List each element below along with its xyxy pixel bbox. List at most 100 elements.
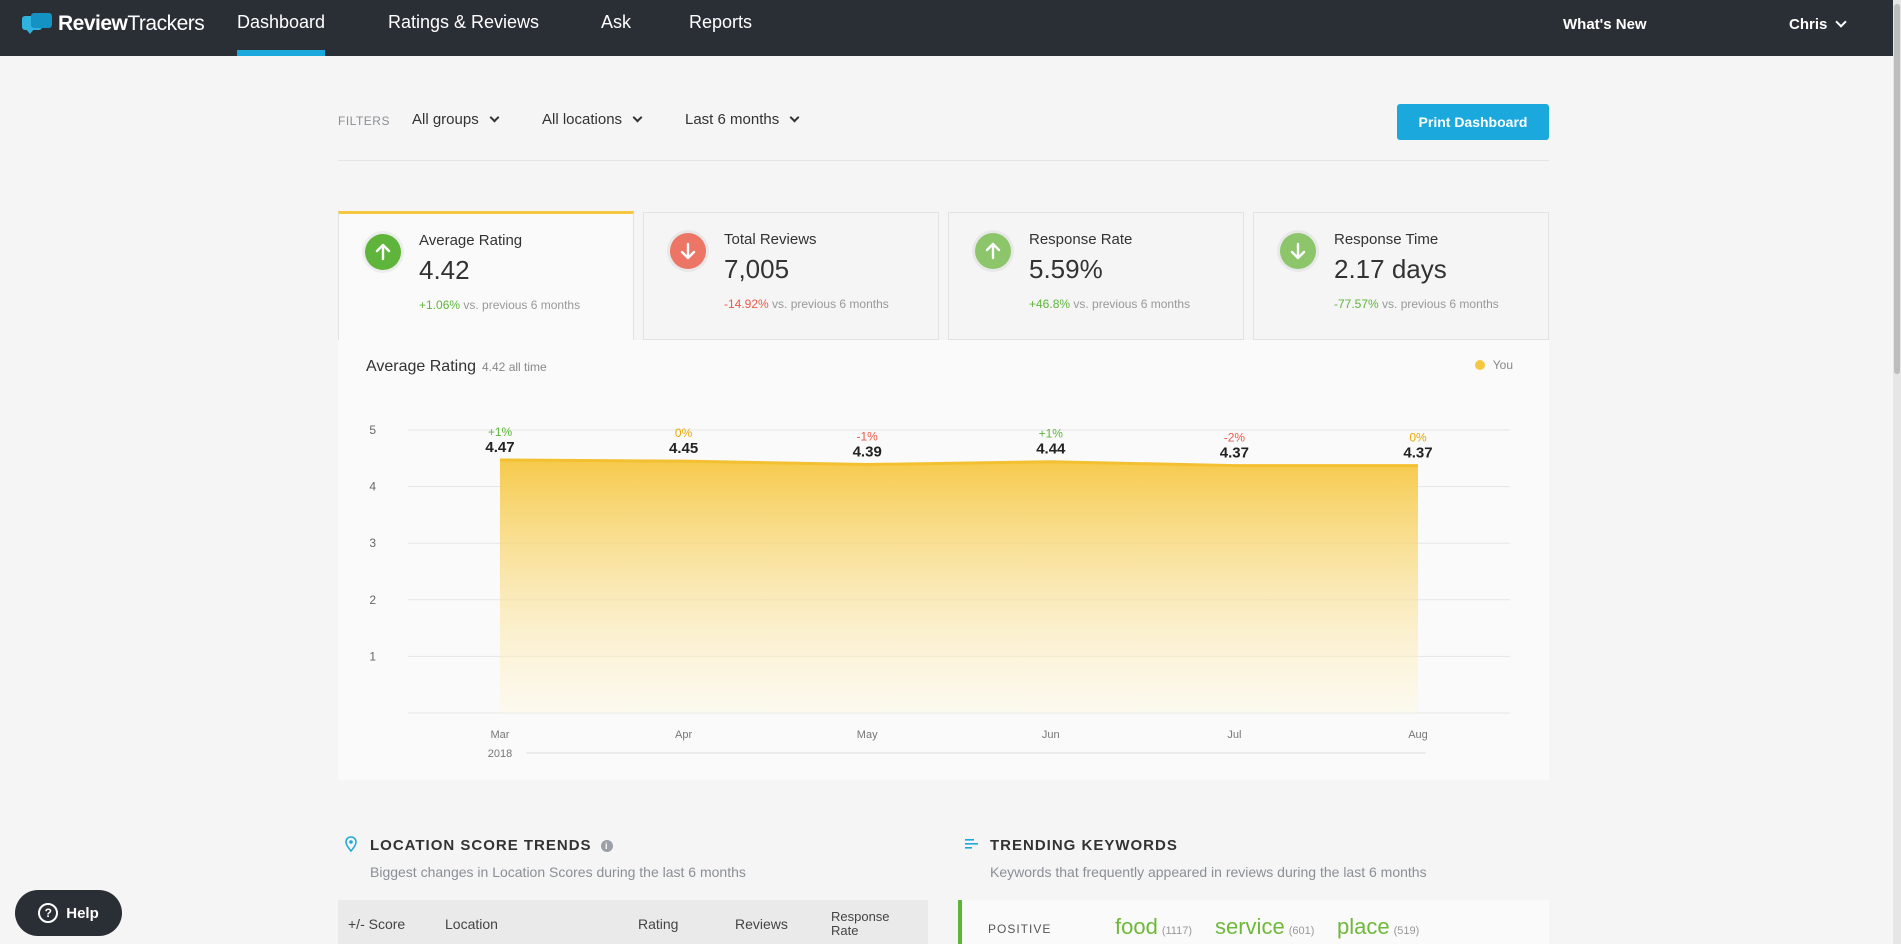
x-tick-label: Aug [1408,729,1428,741]
data-label: 4.37 [1403,445,1432,462]
legend-dot-icon [1474,360,1485,370]
print-dashboard-button[interactable]: Print Dashboard [1397,104,1549,140]
x-tick-label: Jun [1042,729,1060,741]
chart-title-text: Average Rating [366,358,476,375]
filter-locations-dropdown[interactable]: All locations [542,111,643,128]
question-icon: ? [38,903,59,923]
keyword-item[interactable]: food (1117) [1115,914,1192,940]
nav-tab-dashboard[interactable]: Dashboard [237,12,326,56]
change-label: 0% [675,426,693,440]
chevron-down-icon [632,112,643,123]
kpi-change-suffix: vs. previous 6 months [463,298,581,312]
kpi-change-percent: +46.8% [1029,297,1071,311]
page-scrollbar[interactable] [1893,0,1901,944]
arrow-down-icon [1280,233,1316,269]
kpi-change-percent: -14.92% [724,297,769,311]
y-tick-label: 4 [369,480,376,494]
line-series-you [499,458,1418,468]
data-label: 4.47 [485,439,514,456]
kpi-change-percent: +1.06% [419,298,461,312]
user-name: Chris [1789,16,1828,33]
keyword-count: (1117) [1161,925,1192,937]
filter-locations-value: All locations [542,111,623,128]
chart-legend[interactable]: You [1474,358,1513,372]
area-series-you [500,459,1418,713]
change-label: -1% [857,430,879,444]
filters-divider [338,160,1549,161]
kpi-change: +1.06% vs. previous 6 months [419,298,580,312]
logo-text: ReviewTrackers [58,12,205,35]
x-tick-label: Jul [1227,729,1241,741]
kpi-card-average-rating[interactable]: Average Rating 4.42 +1.06% vs. previous … [338,211,634,341]
filter-groups-value: All groups [412,111,479,128]
chevron-down-icon [1835,16,1848,28]
scrollbar-thumb[interactable] [1894,4,1900,374]
kpi-card-response-rate[interactable]: Response Rate 5.59% +46.8% vs. previous … [948,212,1244,340]
chevron-down-icon [489,112,500,123]
kpi-change: -77.57% vs. previous 6 months [1334,297,1499,311]
change-label: 0% [1409,431,1427,445]
column-header-score[interactable]: +/- Score [348,916,406,932]
kpi-card-total-reviews[interactable]: Total Reviews 7,005 -14.92% vs. previous… [643,212,939,340]
data-label: 4.39 [853,444,882,461]
positive-keywords-panel: POSITIVE food (1117) service (601) place (5… [958,900,1549,944]
location-table-header: +/- Score Location Rating Reviews Respon… [338,900,928,944]
change-label: -2% [1224,431,1246,445]
column-header-location[interactable]: Location [445,916,498,932]
chart-subtitle: 4.42 all time [482,360,547,374]
filter-period-value: Last 6 months [685,111,780,128]
help-label: Help [66,904,99,922]
keyword-item[interactable]: service (601) [1215,914,1314,940]
data-label: 4.45 [669,440,698,457]
kpi-change-percent: -77.57% [1334,297,1379,311]
x-tick-label: Mar [491,729,510,741]
x-tick-label: May [857,729,878,741]
location-score-trends-subtitle: Biggest changes in Location Scores durin… [370,864,746,880]
data-label: 4.44 [1036,441,1066,458]
keyword-item[interactable]: place (519) [1337,914,1419,940]
filter-groups-dropdown[interactable]: All groups [412,111,500,128]
arrow-up-icon [365,234,401,270]
location-score-trends-heading: LOCATION SCORE TRENDS [370,837,592,854]
year-label: 2018 [488,748,512,760]
reviewtrackers-logo[interactable]: ReviewTrackers [22,12,205,36]
trending-keywords-subtitle: Keywords that frequently appeared in rev… [990,864,1427,880]
keyword-count: (601) [1288,925,1315,937]
y-tick-label: 5 [369,423,376,437]
column-header-rating[interactable]: Rating [638,916,679,932]
kpi-change-suffix: vs. previous 6 months [1382,297,1499,311]
help-button[interactable]: ? Help [15,890,122,936]
change-label: +1% [1039,427,1064,441]
text-lines-icon [965,839,978,849]
nav-tab-ratings-reviews[interactable]: Ratings & Reviews [388,12,540,32]
keyword-word: place [1337,914,1390,939]
keyword-count: (519) [1393,925,1420,937]
whats-new-link[interactable]: What's New [1563,16,1647,33]
y-tick-label: 2 [369,593,376,607]
kpi-label: Response Time [1334,231,1439,248]
info-icon[interactable]: i [600,840,613,852]
chart-title: Average Rating 4.42 all time [366,358,547,376]
filters-label: FILTERS [338,114,390,128]
positive-keywords-label: POSITIVE [988,922,1052,936]
column-header-response-rate[interactable]: Response Rate [831,909,890,938]
y-tick-label: 1 [369,649,376,663]
nav-tab-reports[interactable]: Reports [689,12,753,32]
kpi-label: Average Rating [419,232,523,249]
kpi-label: Response Rate [1029,231,1133,248]
kpi-change-suffix: vs. previous 6 months [1073,297,1191,311]
user-menu[interactable]: Chris [1789,16,1848,33]
kpi-value: 4.42 [419,255,470,285]
kpi-card-response-time[interactable]: Response Time 2.17 days -77.57% vs. prev… [1253,212,1549,340]
kpi-change: -14.92% vs. previous 6 months [724,297,889,311]
keyword-word: service [1215,914,1285,939]
kpi-label: Total Reviews [724,231,817,248]
x-tick-label: Apr [675,729,692,741]
kpi-change-suffix: vs. previous 6 months [772,297,889,311]
chevron-down-icon [789,112,800,123]
nav-tab-ask[interactable]: Ask [601,12,632,32]
average-rating-chart-panel: 1 2 3 4 5 4.47 +1% Mar 4.45 0% Apr 4.39 -1% May 4.44 +1… [338,340,1549,780]
location-pin-icon [345,836,357,852]
filter-period-dropdown[interactable]: Last 6 months [685,111,800,128]
column-header-reviews[interactable]: Reviews [735,916,788,932]
